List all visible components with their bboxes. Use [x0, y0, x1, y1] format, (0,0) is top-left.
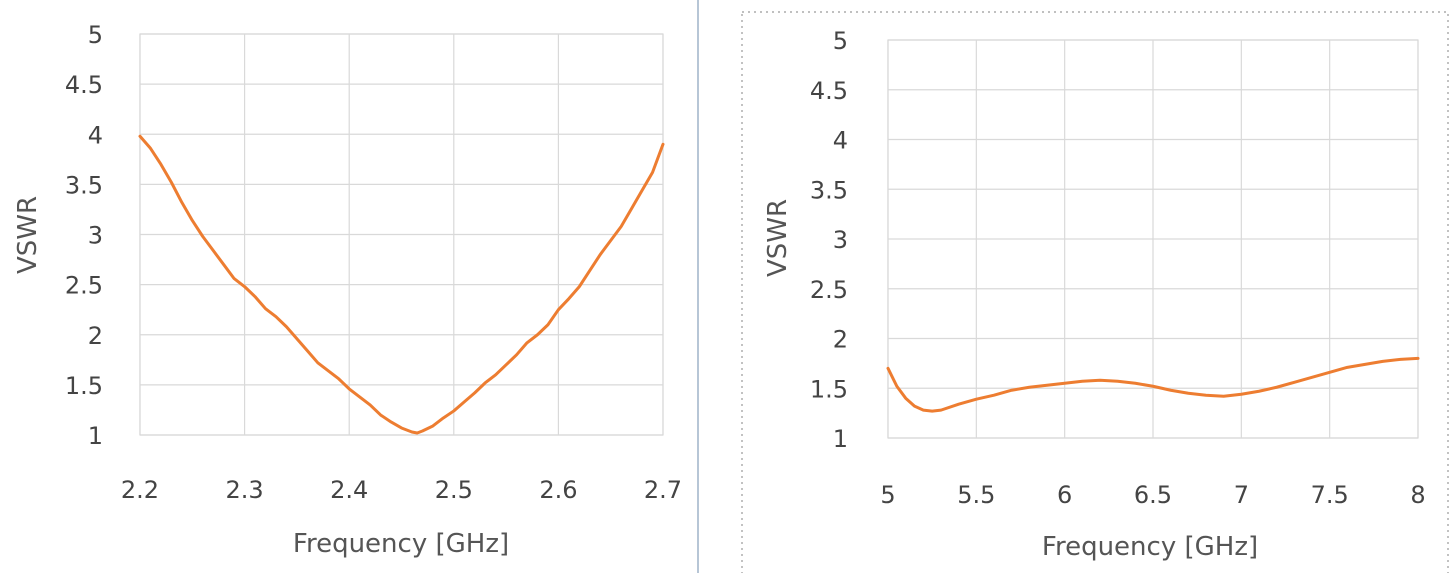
chart-left-y-tick-label: 5	[88, 21, 103, 49]
chart-right-y-ticks: 1 1.5 2 2.5 3 3.5 4 4.5 5	[810, 27, 848, 453]
chart-left-x-tick-label: 2.4	[330, 476, 368, 504]
chart-left-x-tick-label: 2.2	[121, 476, 159, 504]
chart-left-y-tick-label: 4	[88, 121, 103, 149]
chart-right-y-tick-label: 4	[833, 127, 848, 155]
chart-right-y-tick-label: 5	[833, 27, 848, 55]
chart-right-x-tick-label: 8	[1410, 481, 1425, 509]
chart-right-x-tick-label: 7.5	[1311, 481, 1349, 509]
chart-right-y-tick-label: 1.5	[810, 375, 848, 403]
chart-left-y-ticks: 1 1.5 2 2.5 3 3.5 4 4.5 5	[65, 21, 103, 450]
chart-right-x-tick-label: 6.5	[1134, 481, 1172, 509]
chart-right-y-tick-label: 3.5	[810, 176, 848, 204]
chart-right-y-tick-label: 1	[833, 425, 848, 453]
chart-left: 1 1.5 2 2.5 3 3.5 4 4.5 5 2.2 2.3 2.4 2.5 2.6 2.7 Fre…	[13, 21, 682, 559]
chart-left-y-tick-label: 3.5	[65, 171, 103, 199]
chart-left-plot-area	[139, 33, 664, 436]
chart-left-x-tick-label: 2.7	[644, 476, 682, 504]
chart-left-series-line	[138, 134, 665, 435]
chart-right-plot-area	[887, 39, 1419, 439]
chart-right-y-tick-label: 2	[833, 326, 848, 354]
chart-right-y-axis-title: VSWR	[763, 199, 793, 277]
chart-left-y-tick-label: 1.5	[65, 372, 103, 400]
chart-right-series-line	[886, 356, 1420, 413]
chart-left-y-tick-label: 2.5	[65, 272, 103, 300]
chart-left-x-axis-title: Frequency [GHz]	[293, 529, 509, 559]
chart-right-x-ticks: 5 5.5 6 6.5 7 7.5 8	[880, 481, 1425, 509]
chart-left-y-tick-label: 1	[88, 422, 103, 450]
chart-right: 1 1.5 2 2.5 3 3.5 4 4.5 5 5 5.5 6 6.5 7 7.5 8 Frequenc…	[763, 27, 1426, 562]
chart-right-grid	[887, 39, 1419, 439]
chart-left-y-axis-title: VSWR	[13, 196, 43, 274]
chart-right-y-tick-label: 2.5	[810, 276, 848, 304]
chart-right-y-tick-label: 3	[833, 226, 848, 254]
right-chart-border	[741, 11, 1449, 573]
chart-left-x-tick-label: 2.3	[226, 476, 264, 504]
chart-left-grid	[139, 33, 664, 436]
chart-left-x-tick-label: 2.5	[435, 476, 473, 504]
chart-right-y-tick-label: 4.5	[810, 77, 848, 105]
chart-left-y-tick-label: 3	[88, 222, 103, 250]
chart-left-x-ticks: 2.2 2.3 2.4 2.5 2.6 2.7	[121, 476, 682, 504]
chart-right-x-tick-label: 5.5	[957, 481, 995, 509]
chart-right-x-tick-label: 6	[1057, 481, 1072, 509]
chart-left-y-tick-label: 4.5	[65, 71, 103, 99]
chart-right-x-axis-title: Frequency [GHz]	[1042, 532, 1258, 562]
chart-right-x-tick-label: 5	[880, 481, 895, 509]
chart-left-y-tick-label: 2	[88, 322, 103, 350]
chart-right-x-tick-label: 7	[1234, 481, 1249, 509]
chart-left-x-tick-label: 2.6	[539, 476, 577, 504]
